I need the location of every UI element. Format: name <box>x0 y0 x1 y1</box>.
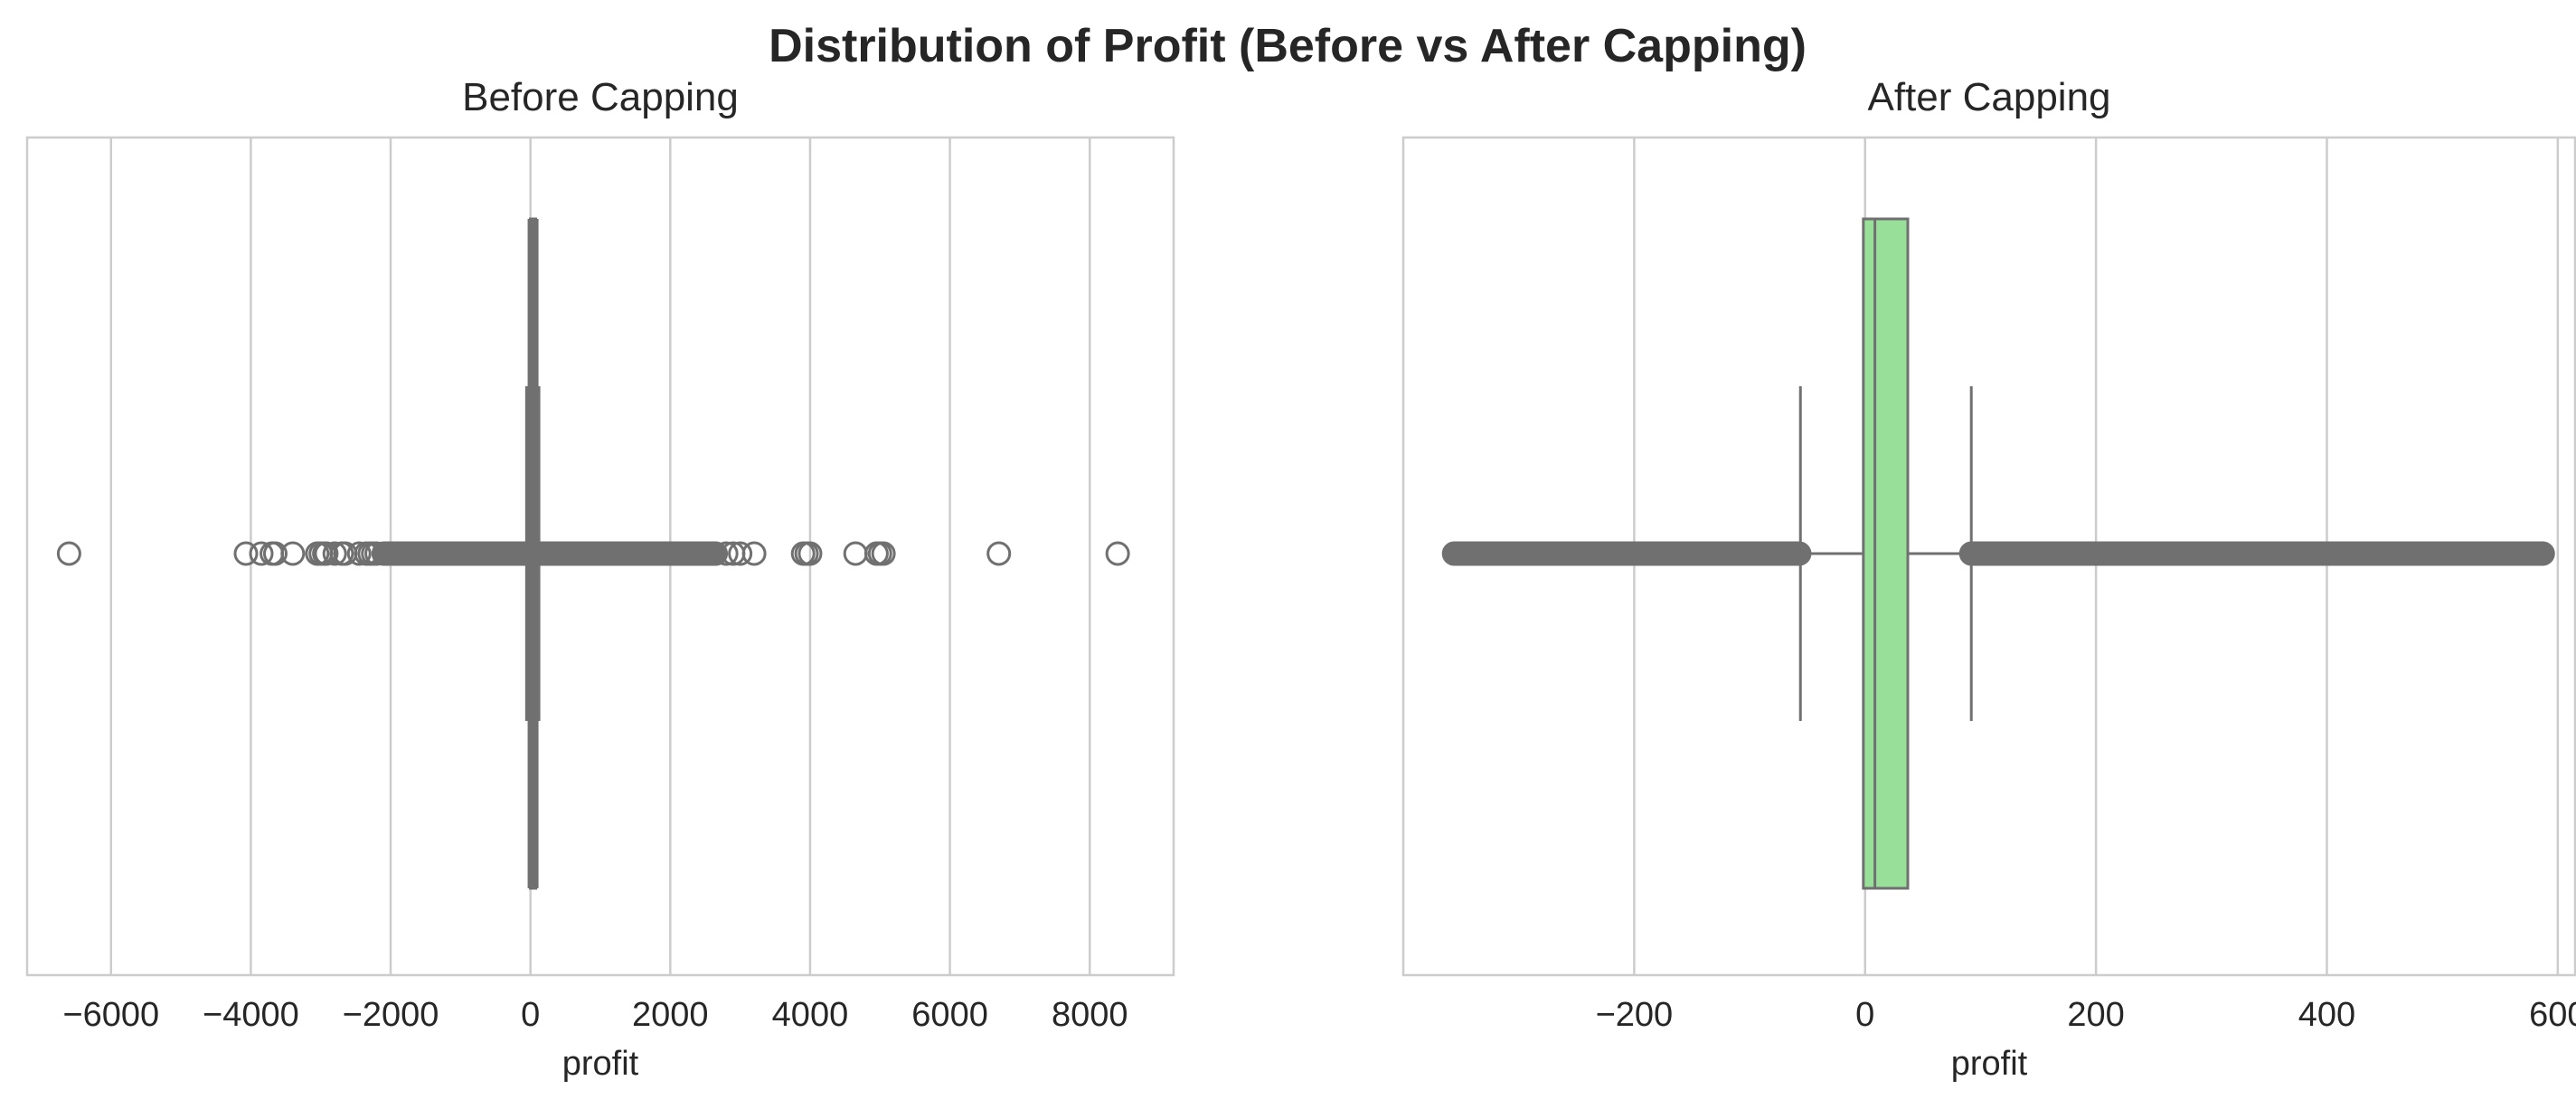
before-outlier-point <box>728 541 753 566</box>
after-x-tick-label: 200 <box>2067 996 2124 1034</box>
after-x-tick-label: 0 <box>1855 996 1874 1034</box>
before-outlier-point <box>986 541 1012 566</box>
before-outlier-point <box>346 541 372 566</box>
before-x-tick-label: 8000 <box>1052 996 1128 1034</box>
after-chart-title: After Capping <box>1867 75 2110 119</box>
before-whisker-block <box>525 386 541 721</box>
before-outlier-point <box>843 541 868 566</box>
before-x-tick-label: 6000 <box>911 996 988 1034</box>
before-outlier-point <box>280 541 306 566</box>
before-outlier-point <box>249 541 274 566</box>
before-outlier-point <box>322 541 347 566</box>
before-x-tick-label: 4000 <box>772 996 849 1034</box>
before-x-tick-label: 2000 <box>632 996 709 1034</box>
figure-suptitle: Distribution of Profit (Before vs After … <box>769 20 1807 72</box>
before-outlier-point <box>262 541 288 566</box>
before-outlier-point <box>233 541 259 566</box>
before-x-ticks: −6000 −4000 −2000 0 2000 4000 6000 8000 <box>62 996 1128 1034</box>
before-outlier-point <box>56 541 81 566</box>
after-x-tick-label: 600 <box>2529 996 2576 1034</box>
after-x-ticks: −200 0 200 400 600 <box>1596 996 2576 1034</box>
before-outlier-point <box>797 541 823 566</box>
before-outlier-point <box>871 541 896 566</box>
before-marks <box>56 217 1130 890</box>
before-outlier-point <box>364 541 390 566</box>
before-chart-title: Before Capping <box>462 75 739 119</box>
before-outlier-point <box>314 541 339 566</box>
after-plot-frame <box>1401 136 2576 977</box>
after-x-tick-label: −200 <box>1596 996 1674 1034</box>
before-outlier-point <box>741 541 767 566</box>
before-plot-frame <box>25 136 1175 977</box>
before-x-tick-label: −2000 <box>343 996 439 1034</box>
before-x-tick-label: 0 <box>521 996 540 1034</box>
after-capping-chart: −200 0 200 400 600 After Capping profit <box>1401 75 2576 1083</box>
after-box <box>1862 217 1910 890</box>
before-x-axis-label: profit <box>562 1045 639 1083</box>
before-capping-chart: −6000 −4000 −2000 0 2000 4000 6000 8000 Before … <box>25 75 1175 1083</box>
after-x-tick-label: 400 <box>2298 996 2355 1034</box>
before-x-tick-label: −6000 <box>62 996 159 1034</box>
before-x-tick-label: −4000 <box>203 996 299 1034</box>
before-outlier-point <box>713 541 739 566</box>
before-outlier-point <box>1105 541 1130 566</box>
after-marks <box>1441 217 2555 890</box>
after-x-axis-label: profit <box>1951 1045 2028 1083</box>
